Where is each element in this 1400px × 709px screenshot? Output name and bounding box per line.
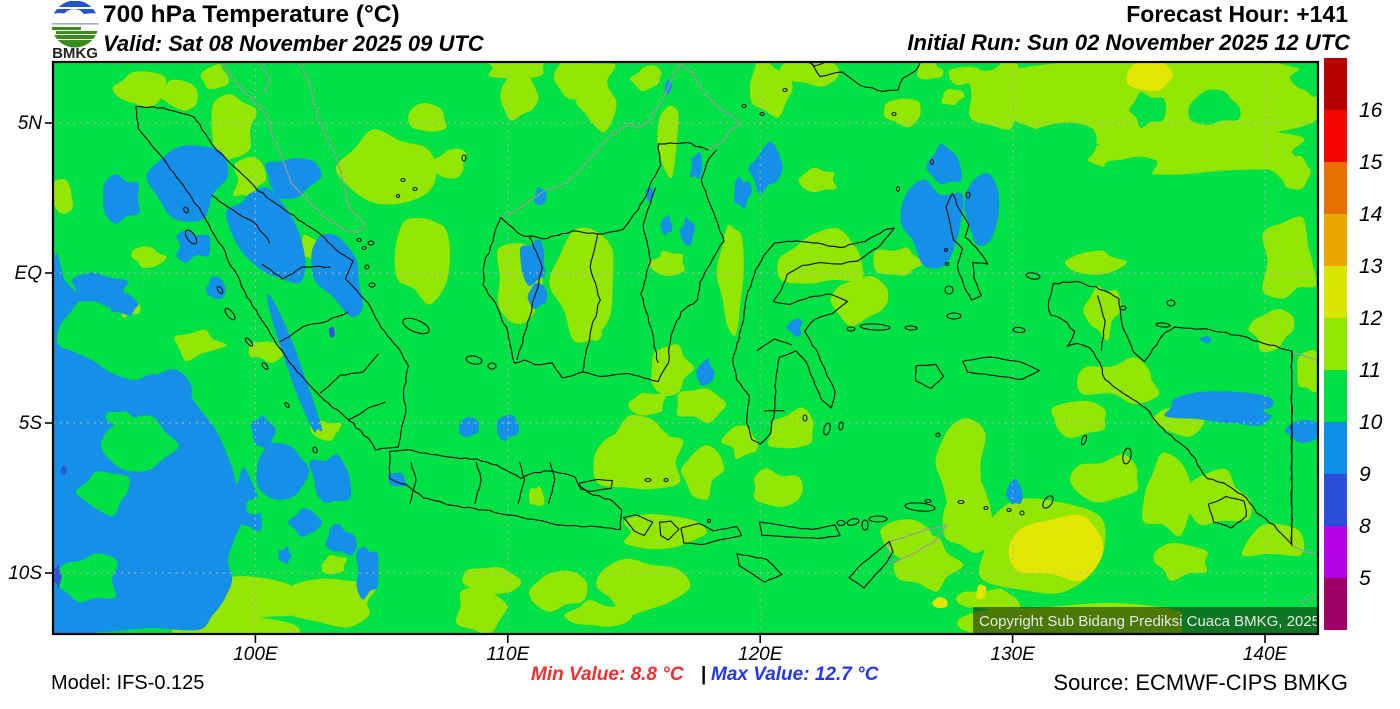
svg-text:10S: 10S [8, 563, 42, 584]
svg-text:5S: 5S [19, 413, 43, 434]
svg-text:5N: 5N [18, 113, 43, 134]
svg-text:100E: 100E [233, 644, 278, 665]
svg-text:9: 9 [1359, 463, 1371, 486]
svg-text:Forecast Hour: +141: Forecast Hour: +141 [1126, 1, 1348, 27]
svg-text:14: 14 [1359, 203, 1382, 226]
svg-text:Min Value: 8.8 °C: Min Value: 8.8 °C [531, 664, 684, 685]
svg-text:Max Value: 12.7 °C: Max Value: 12.7 °C [711, 664, 879, 685]
svg-text:|: | [701, 664, 706, 685]
svg-text:16: 16 [1359, 99, 1383, 122]
svg-text:15: 15 [1359, 151, 1383, 174]
svg-text:BMKG: BMKG [52, 45, 98, 62]
svg-text:8: 8 [1359, 515, 1371, 538]
svg-text:EQ: EQ [15, 263, 43, 284]
svg-text:Valid: Sat 08 November 2025 09: Valid: Sat 08 November 2025 09 UTC [103, 31, 485, 56]
svg-text:13: 13 [1359, 255, 1383, 278]
svg-text:Model: IFS-0.125: Model: IFS-0.125 [51, 672, 204, 694]
svg-text:Initial Run: Sun 02 November 2: Initial Run: Sun 02 November 2025 12 UTC [907, 30, 1351, 55]
svg-text:130E: 130E [990, 644, 1035, 665]
svg-text:Source: ECMWF-CIPS BMKG: Source: ECMWF-CIPS BMKG [1053, 670, 1348, 695]
svg-text:700 hPa Temperature (°C): 700 hPa Temperature (°C) [103, 1, 400, 28]
svg-text:12: 12 [1359, 307, 1383, 330]
svg-text:11: 11 [1359, 359, 1381, 382]
svg-text:Copyright Sub Bidang Prediksi: Copyright Sub Bidang Prediksi Cuaca BMKG… [979, 613, 1320, 630]
svg-text:10: 10 [1359, 411, 1383, 434]
svg-text:140E: 140E [1243, 644, 1288, 665]
svg-text:120E: 120E [738, 644, 783, 665]
svg-text:110E: 110E [486, 644, 529, 665]
svg-text:5: 5 [1359, 567, 1371, 590]
